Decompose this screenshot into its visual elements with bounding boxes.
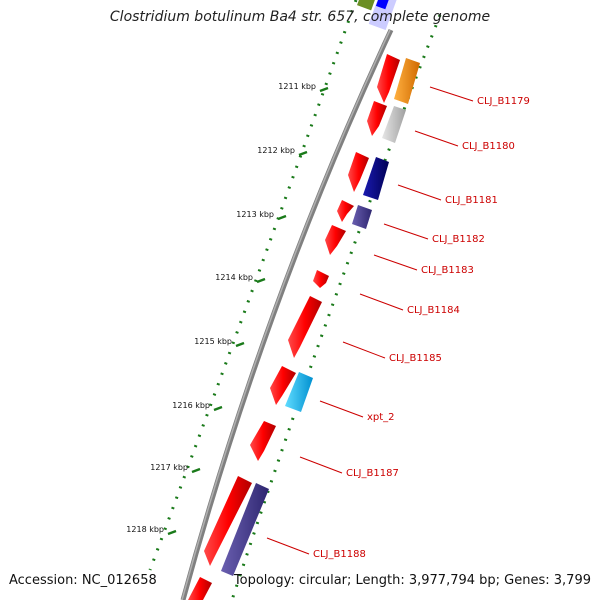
kbp-tick-label: 1213 kbp <box>236 210 274 219</box>
feature-blue <box>375 0 391 10</box>
gene-leader-line <box>266 537 310 555</box>
gene-label: CLJ_B1185 <box>389 353 442 364</box>
kbp-tick-label: 1211 kbp <box>278 82 316 91</box>
gene-leader-line <box>429 86 474 102</box>
gene-leader-line <box>299 456 343 474</box>
kbp-tick-label: 1214 kbp <box>215 273 253 282</box>
kbp-tick-label: 1216 kbp <box>172 401 210 410</box>
kbp-ticks: 1211 kbp 1212 kbp 1213 kbp 1214 kbp 1215 kbp… <box>126 82 329 536</box>
cds-feature-4 <box>337 200 354 222</box>
gene-leader-line <box>397 184 442 201</box>
gene-label: CLJ_B1179 <box>477 96 530 107</box>
cds-feature-3 <box>348 152 369 192</box>
outer-tick-track <box>148 0 358 571</box>
gene-label: CLJ_B1188 <box>313 549 366 560</box>
cds-feature-9 <box>250 421 276 461</box>
genome-backbone-highlight <box>181 29 391 600</box>
gene-leader-line <box>342 341 386 359</box>
feature-lavender <box>368 0 398 31</box>
kbp-tick-mark <box>256 277 266 284</box>
cds-feature-5 <box>325 225 346 255</box>
cds-feature-10 <box>204 476 252 566</box>
gene-label: CLJ_B1181 <box>445 195 498 206</box>
feature-olive <box>357 0 376 11</box>
feature-cyan <box>285 372 313 412</box>
gene-leader-line <box>383 223 429 240</box>
cds-feature-7 <box>288 296 322 358</box>
gene-label: xpt_2 <box>367 412 395 423</box>
gene-leader-line <box>319 400 364 418</box>
kbp-tick-label: 1217 kbp <box>150 463 188 472</box>
cds-feature-11 <box>188 577 212 600</box>
gene-leader-line <box>359 293 404 311</box>
cds-feature-8 <box>270 366 296 405</box>
feature-navy <box>363 157 389 200</box>
kbp-tick-mark <box>298 150 308 157</box>
gene-labels: CLJ_B1179 CLJ_B1180 CLJ_B1181 CLJ_B1182 CLJ_… <box>266 86 530 560</box>
kbp-tick-mark <box>191 467 201 474</box>
cds-feature-6 <box>313 270 329 288</box>
kbp-tick-label: 1212 kbp <box>257 146 295 155</box>
genome-backbone <box>180 28 394 600</box>
kbp-tick-mark <box>213 405 223 412</box>
gene-leader-line <box>414 130 459 147</box>
kbp-tick-label: 1215 kbp <box>194 337 232 346</box>
gene-label: CLJ_B1183 <box>421 265 474 276</box>
kbp-tick-mark <box>235 341 245 348</box>
feature-gray <box>382 106 406 143</box>
kbp-tick-mark <box>277 214 287 221</box>
feature-slate-small <box>352 205 372 229</box>
accession-text: Accession: NC_012658 <box>9 573 157 588</box>
cds-feature-2 <box>367 101 387 136</box>
topology-text: Topology: circular; Length: 3,977,794 bp… <box>233 573 591 588</box>
kbp-tick-label: 1218 kbp <box>126 525 164 534</box>
feature-slate-long <box>221 483 269 576</box>
cds-feature-1 <box>377 54 400 103</box>
feature-orange <box>394 58 420 104</box>
map-title: Clostridium botulinum Ba4 str. 657, comp… <box>109 9 491 25</box>
gene-label: CLJ_B1184 <box>407 305 460 316</box>
gene-label: CLJ_B1180 <box>462 141 515 152</box>
gene-leader-line <box>373 254 418 271</box>
kbp-tick-mark <box>167 529 177 536</box>
kbp-tick-mark <box>319 86 329 93</box>
gene-label: CLJ_B1187 <box>346 468 399 479</box>
gene-label: CLJ_B1182 <box>432 234 485 245</box>
